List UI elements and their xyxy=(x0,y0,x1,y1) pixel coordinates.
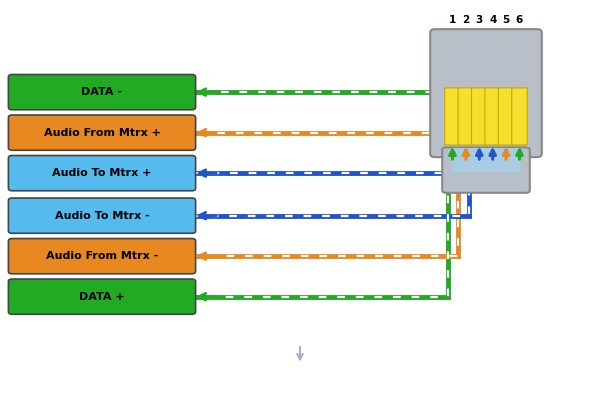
FancyBboxPatch shape xyxy=(8,198,196,233)
FancyBboxPatch shape xyxy=(472,88,487,145)
Text: DATA +: DATA + xyxy=(79,292,125,302)
FancyBboxPatch shape xyxy=(485,88,500,145)
Text: Audio To Mtrx +: Audio To Mtrx + xyxy=(52,168,152,178)
FancyBboxPatch shape xyxy=(512,88,527,145)
Text: Audio From Mtrx -: Audio From Mtrx - xyxy=(46,251,158,261)
Text: 5: 5 xyxy=(502,15,510,25)
FancyBboxPatch shape xyxy=(458,88,474,145)
FancyBboxPatch shape xyxy=(8,156,196,191)
FancyBboxPatch shape xyxy=(442,147,530,193)
Text: 1: 1 xyxy=(449,15,456,25)
Text: 2: 2 xyxy=(462,15,470,25)
FancyBboxPatch shape xyxy=(452,148,520,172)
Text: 4: 4 xyxy=(489,15,496,25)
FancyBboxPatch shape xyxy=(8,239,196,274)
FancyBboxPatch shape xyxy=(445,88,460,145)
Text: Audio To Mtrx -: Audio To Mtrx - xyxy=(55,211,149,221)
FancyBboxPatch shape xyxy=(8,75,196,110)
FancyBboxPatch shape xyxy=(8,115,196,150)
Text: 6: 6 xyxy=(516,15,523,25)
FancyBboxPatch shape xyxy=(8,279,196,314)
Text: DATA -: DATA - xyxy=(82,87,122,97)
FancyBboxPatch shape xyxy=(430,29,542,157)
Text: Audio From Mtrx +: Audio From Mtrx + xyxy=(44,128,160,138)
FancyBboxPatch shape xyxy=(499,88,514,145)
Text: 3: 3 xyxy=(476,15,483,25)
